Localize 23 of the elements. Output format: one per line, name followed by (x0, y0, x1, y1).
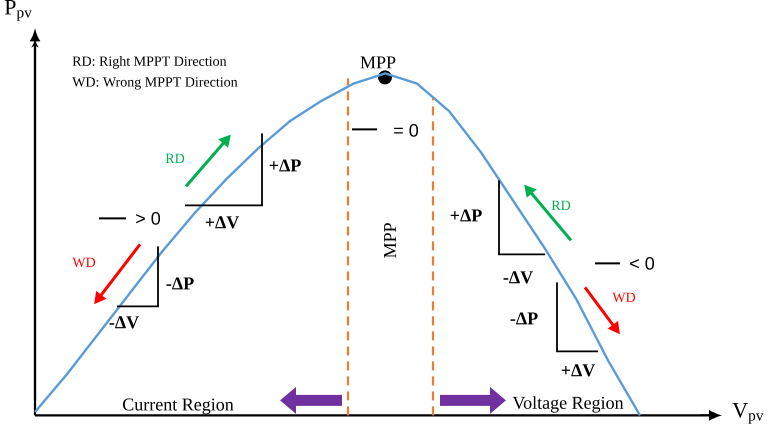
annotation: Voltage Region (512, 396, 624, 412)
text: RD: Right MPPT Direction (72, 56, 226, 69)
annotation: -ΔV (110, 316, 139, 328)
annotation: +ΔP (270, 159, 301, 172)
annotation: MPP (384, 222, 396, 258)
annotation: WD: Wrong MPPT Direction (72, 77, 238, 90)
annotation: RD (166, 154, 184, 163)
annotation: WD (72, 258, 96, 267)
annotation: WD (612, 292, 636, 302)
text: MPP (360, 56, 396, 68)
annotation: -ΔP (166, 277, 194, 290)
annotation: > 0 (136, 212, 160, 225)
annotation: -ΔP (510, 312, 538, 324)
annotation: +ΔP (450, 209, 482, 222)
y-axis-title: P$_{pv}$ (4, 0, 32, 21)
annotation: +ΔV (206, 216, 240, 228)
annotation: = 0 (394, 124, 418, 137)
annotation: -ΔV (504, 271, 533, 284)
annotation: Current Region (123, 398, 234, 414)
annotation: < 0 (630, 256, 654, 270)
x-axis-title: V$_{pv}$ (732, 402, 764, 424)
annotation: +ΔV (562, 364, 596, 376)
annotation: RD (552, 200, 570, 210)
